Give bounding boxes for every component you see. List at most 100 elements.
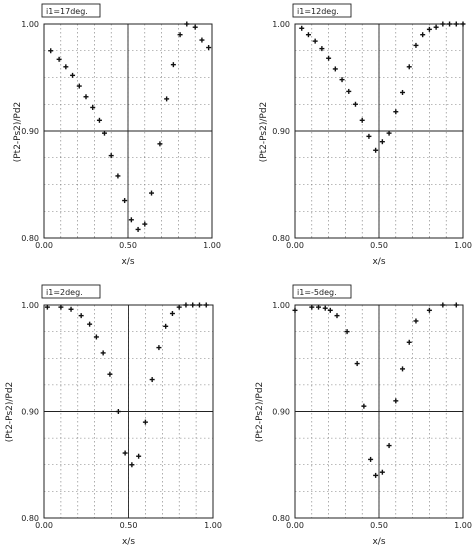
data-point — [199, 37, 205, 43]
data-point — [101, 130, 107, 136]
data-point — [400, 366, 406, 372]
data-point — [48, 48, 54, 54]
data-point — [156, 345, 162, 351]
y-tick-label: 0.90 — [21, 127, 39, 136]
y-tick-label: 0.90 — [272, 408, 290, 417]
data-point — [122, 450, 128, 456]
data-point — [115, 173, 121, 179]
chart-panel-2: 1.00 0.90 0.800.00 0.50 1.00 x/s (Pt2-Ps2)/Pd2… — [259, 3, 472, 267]
data-point — [352, 101, 358, 107]
data-point — [379, 469, 385, 475]
y-tick-label: 0.90 — [21, 408, 39, 417]
data-point — [70, 72, 76, 78]
data-point — [128, 217, 134, 223]
data-point — [440, 302, 446, 308]
data-point — [453, 21, 459, 27]
y-tick-label: 0.80 — [21, 234, 39, 243]
data-point — [90, 104, 96, 110]
data-point — [299, 25, 305, 31]
x-tick-label: 0.00 — [35, 241, 53, 250]
plot-frame — [43, 23, 213, 239]
data-point — [386, 130, 392, 136]
data-point — [433, 24, 439, 30]
chart-panel-3: 1.00 0.90 0.800.00 0.50 1.00 x/s (Pt2-Ps2)/Pd2… — [5, 284, 222, 547]
data-point — [400, 89, 406, 95]
x-axis-label: x/s — [372, 537, 385, 547]
data-point — [196, 302, 202, 308]
data-point — [420, 32, 426, 38]
data-point — [406, 64, 412, 70]
x-axis-label: x/s — [121, 257, 134, 267]
data-point — [368, 456, 374, 462]
x-tick-label: 0.50 — [370, 521, 388, 530]
data-point — [326, 55, 332, 61]
chart-panel-1: 1.00 0.90 0.800.00 0.50 1.00 x/s (Pt2-Ps2)/Pd2… — [13, 3, 221, 267]
plot-frame — [294, 304, 464, 519]
data-point — [169, 311, 175, 317]
x-axis-label: x/s — [122, 537, 135, 547]
data-point — [149, 190, 155, 196]
incidence-label-box — [292, 284, 352, 299]
incidence-label-box — [292, 3, 352, 18]
incidence-label-box — [41, 3, 101, 18]
data-point — [163, 323, 169, 329]
x-tick-label: 0.00 — [35, 521, 53, 530]
y-tick-label: 0.80 — [272, 234, 290, 243]
data-point — [309, 304, 315, 310]
data-point — [87, 321, 93, 327]
x-tick-label: 0.50 — [119, 241, 137, 250]
data-point — [346, 88, 352, 94]
data-point — [292, 307, 298, 313]
y-tick-label: 0.80 — [272, 514, 290, 523]
data-point — [393, 109, 399, 115]
data-point — [170, 62, 176, 68]
data-point — [332, 66, 338, 72]
data-point — [164, 96, 170, 102]
data-point — [453, 302, 459, 308]
data-point — [63, 64, 69, 70]
data-point — [339, 77, 345, 83]
data-point — [184, 21, 190, 27]
y-axis-label: (Pt2-Ps2)/Pd2 — [13, 102, 23, 163]
data-point — [203, 302, 209, 308]
y-axis-label: (Pt2-Ps2)/Pd2 — [259, 102, 269, 163]
data-point — [56, 56, 62, 62]
data-point — [176, 304, 182, 310]
y-tick-label: 1.00 — [21, 301, 39, 310]
x-tick-label: 0.50 — [120, 521, 138, 530]
data-point — [316, 304, 322, 310]
data-point — [177, 32, 183, 38]
data-point — [312, 38, 318, 44]
data-point — [100, 350, 106, 356]
y-tick-label: 1.00 — [21, 20, 39, 29]
data-point — [107, 371, 113, 377]
data-point — [379, 139, 385, 145]
x-tick-label: 1.00 — [454, 241, 472, 250]
data-point — [344, 329, 350, 335]
data-point — [142, 221, 148, 227]
y-tick-label: 0.80 — [21, 514, 39, 523]
x-tick-label: 0.00 — [286, 241, 304, 250]
data-point — [192, 24, 198, 30]
data-point — [129, 462, 135, 468]
data-point — [149, 377, 155, 383]
data-point — [142, 419, 148, 425]
data-point — [447, 21, 453, 27]
x-axis-label: x/s — [372, 257, 385, 267]
data-point — [319, 46, 325, 52]
data-point — [93, 334, 99, 340]
data-point — [44, 304, 50, 310]
data-point — [426, 26, 432, 32]
chart-panel-4: 1.00 0.90 0.800.00 0.50 1.00 x/s (Pt2-Ps2)/Pd2… — [255, 284, 472, 547]
data-point — [386, 443, 392, 449]
y-axis-label: (Pt2-Ps2)/Pd2 — [255, 382, 265, 443]
y-tick-label: 1.00 — [272, 301, 290, 310]
data-point — [406, 339, 412, 345]
data-point — [373, 147, 379, 153]
y-tick-label: 1.00 — [272, 20, 290, 29]
data-point — [413, 42, 419, 48]
x-tick-label: 1.00 — [203, 241, 221, 250]
plot-frame — [43, 304, 214, 519]
data-point — [440, 21, 446, 27]
data-point — [78, 313, 84, 319]
